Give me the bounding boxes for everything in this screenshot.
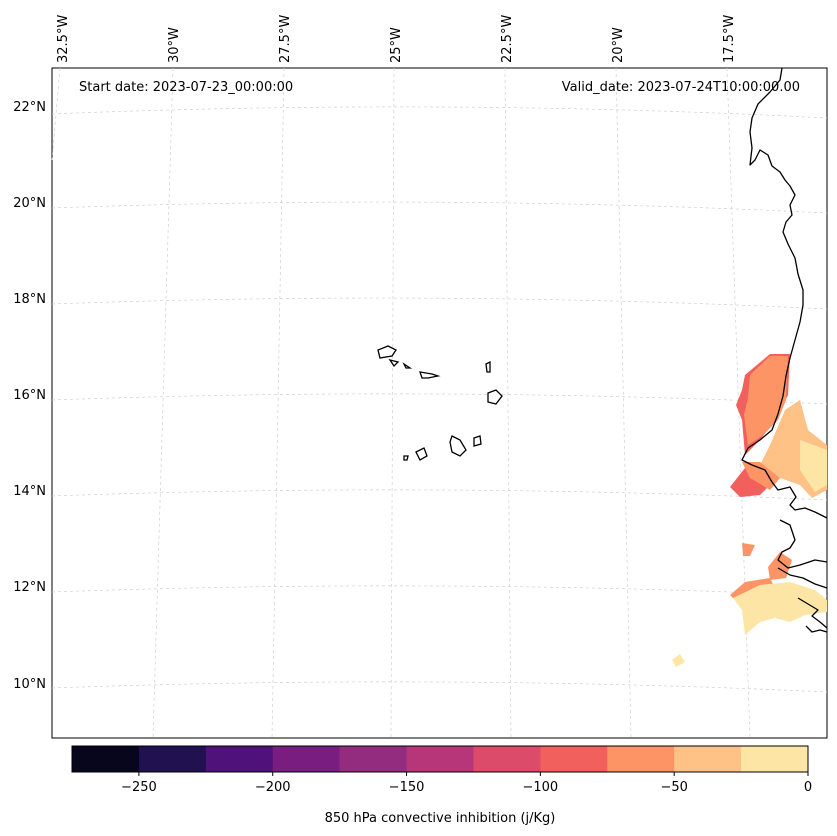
lat-label: 20°N <box>13 196 46 211</box>
colorbar-cell <box>741 746 809 772</box>
colorbar-cell <box>138 746 207 772</box>
colorbar-cells <box>72 746 809 772</box>
lat-label: 12°N <box>13 580 46 595</box>
colorbar-cell <box>540 746 608 772</box>
colorbar-cell <box>607 746 675 772</box>
colorbar-cell <box>674 746 742 772</box>
lat-label: 16°N <box>13 388 46 403</box>
colorbar-cell <box>339 746 408 772</box>
colorbar-label: 850 hPa convective inhibition (j/Kg) <box>325 811 556 826</box>
colorbar-tick-label: −250 <box>121 780 157 795</box>
lon-label: 20°W <box>611 27 626 63</box>
lon-label: 22.5°W <box>500 15 515 63</box>
colorbar-outline <box>71 745 809 773</box>
cin-region-tiny <box>672 654 685 667</box>
colorbar-tick-label: −200 <box>255 780 291 795</box>
colorbar-cell <box>72 746 140 772</box>
lat-label: 22°N <box>13 100 46 115</box>
lat-label: 10°N <box>13 677 46 692</box>
cin-region-pale <box>800 440 827 492</box>
colorbar-cell <box>406 746 474 772</box>
lon-label: 27.5°W <box>278 15 293 63</box>
cin-region-orange-south <box>742 462 780 490</box>
latitude-labels: 22°N 20°N 18°N 16°N 14°N 12°N 10°N <box>13 100 46 692</box>
colorbar-tick-label: −100 <box>523 780 559 795</box>
colorbar-cell <box>205 746 274 772</box>
colorbar-tick-label: −50 <box>660 780 687 795</box>
colorbar-cell <box>272 746 341 772</box>
colorbar-ticks: −250 −200 −150 −100 −50 0 <box>121 772 812 795</box>
cin-region-orange <box>744 356 788 445</box>
map-frame <box>51 67 828 739</box>
colorbar-tick-label: 0 <box>804 780 812 795</box>
cin-field <box>672 354 827 667</box>
lon-label: 30°W <box>167 27 182 63</box>
cin-region-small <box>742 543 755 556</box>
lon-label: 32.5°W <box>56 15 71 63</box>
coastline <box>741 67 828 633</box>
colorbar-cell <box>473 746 541 772</box>
lon-label: 25°W <box>389 27 404 63</box>
lat-label: 14°N <box>13 484 46 499</box>
lon-label: 17.5°W <box>722 15 737 63</box>
longitude-labels: 32.5°W 30°W 27.5°W 25°W 22.5°W 20°W 17.5… <box>56 15 737 63</box>
start-date-label: Start date: 2023-07-23_00:00:00 <box>79 80 293 95</box>
colorbar: −250 −200 −150 −100 −50 0 850 hPa convective … <box>71 745 812 826</box>
colorbar-tick-label: −150 <box>389 780 425 795</box>
lat-label: 18°N <box>13 292 46 307</box>
valid-date-label: Valid_date: 2023-07-24T10:00:00.00 <box>562 80 800 95</box>
cin-region-guinea <box>733 582 827 635</box>
cape-verde-islands <box>377 345 503 461</box>
